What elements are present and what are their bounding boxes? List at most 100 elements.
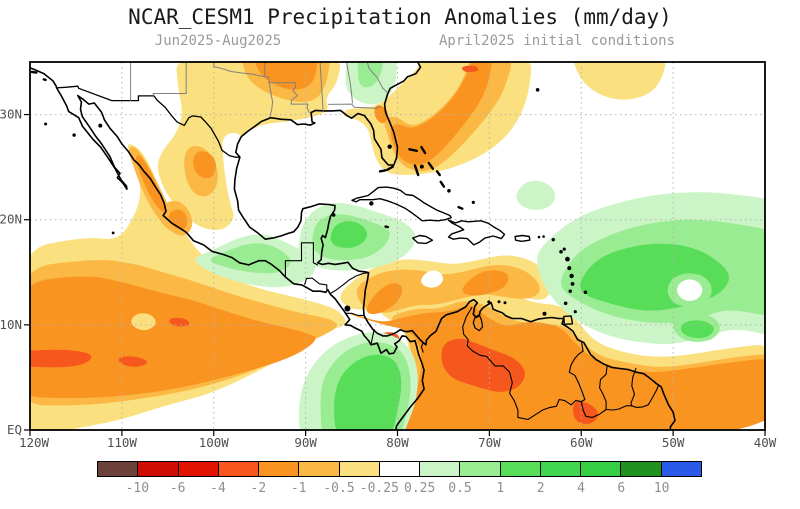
island-dot (569, 273, 574, 279)
dry-atlantic-dash (462, 65, 479, 73)
colorbar-tick-label: 10 (653, 481, 670, 496)
country-border (370, 329, 375, 346)
state-border (213, 62, 269, 78)
island-dot (562, 247, 566, 251)
dry-arkansas-core (255, 62, 318, 90)
island-dot (573, 310, 577, 314)
state-border (319, 62, 324, 112)
island-dot (559, 249, 563, 254)
country-border (345, 312, 365, 316)
colorbar-segment (218, 462, 260, 476)
neutral-gulf-of-mexico (241, 123, 366, 227)
colorbar-tick-label: -0.25 (359, 481, 399, 496)
wet-georgia-mid (357, 62, 383, 88)
dry-band-yellow-hole (131, 313, 156, 331)
island-dot (447, 188, 451, 193)
island-dot (72, 133, 76, 137)
plot-subtitle-valid-period: Jun2025-Aug2025 (154, 33, 282, 49)
wet-atl-white-hole (677, 279, 703, 301)
colorbar-segment (98, 462, 139, 476)
us-mexico-border (55, 85, 241, 158)
colorbar-segment (500, 462, 541, 476)
y-axis-tick-label: 20N (0, 212, 22, 227)
island-dot (535, 88, 540, 92)
island-dot (344, 305, 351, 312)
state-border (267, 76, 274, 118)
small-island (439, 180, 446, 188)
country-border (630, 367, 637, 407)
anomaly-map: 120W 110W 100W 90W 80W 70W 60W 50W 40W 30N 20N 10N E… (0, 61, 777, 450)
coastline-atlantic (233, 62, 676, 430)
island-dot (565, 256, 570, 262)
dry-central-caribbean-core (462, 270, 509, 296)
island-dot (387, 144, 392, 149)
coastline-pacific (30, 67, 425, 430)
plot-title: NCAR_CESM1 Precipitation Anomalies (mm/d… (128, 5, 672, 29)
country-border (580, 384, 659, 418)
small-island (420, 145, 427, 155)
country-border (311, 277, 328, 290)
island-dot (369, 201, 374, 206)
country-border (599, 365, 608, 411)
island-dot (551, 237, 555, 242)
colorbar-tick-label: 4 (577, 481, 585, 496)
island-dot (537, 235, 541, 239)
country-border (462, 306, 519, 418)
plot-subtitle-init-conditions: April2025 initial conditions (438, 33, 676, 49)
small-island (386, 165, 395, 171)
wet-east-pacific-core (334, 354, 402, 430)
island-dot (567, 266, 572, 271)
colorbar-segment (178, 462, 219, 476)
country-border (329, 272, 370, 295)
y-axis-tick-label: 30N (0, 107, 22, 122)
y-axis-tick-label: 10N (0, 317, 22, 332)
small-island (30, 70, 38, 74)
colorbar-segment (621, 462, 662, 476)
lake-maracaibo (472, 314, 484, 332)
island-dot (111, 231, 115, 235)
map-field (30, 62, 765, 430)
country-border (568, 342, 586, 403)
colorbar-segment (420, 462, 461, 476)
colorbar (97, 461, 702, 477)
island-dot (419, 164, 424, 169)
island-dot (471, 200, 475, 204)
small-island (408, 148, 418, 153)
island-dot (563, 301, 568, 306)
colorbar-tick-label: -4 (210, 481, 226, 496)
country-border (420, 342, 424, 353)
small-island (42, 78, 47, 82)
x-axis-tick-label: 40W (754, 435, 777, 450)
colorbar-tick-label: -0.5 (323, 481, 355, 496)
colorbar-tick-label: 0.25 (404, 481, 436, 496)
colorbar-segment (460, 462, 501, 476)
colorbar-tick-label: 1 (496, 481, 505, 496)
country-border (517, 398, 582, 421)
country-border (284, 242, 319, 278)
x-axis-tick-label: 60W (570, 435, 593, 450)
dry-venezuela-core (441, 338, 525, 392)
x-axis-tick-label: 110W (107, 435, 138, 450)
dry-subtropical-atl-blob (574, 62, 666, 100)
island-dot (542, 235, 545, 238)
island-dot (568, 289, 572, 293)
state-border (345, 62, 353, 104)
neutral-caribbean-pocket (421, 270, 444, 288)
island-dot (503, 301, 507, 305)
small-island (457, 205, 464, 210)
small-island (384, 225, 390, 229)
island-cuba (351, 186, 452, 222)
island-dot (487, 300, 491, 304)
state-border (366, 62, 388, 93)
island-dot (98, 123, 103, 128)
dry-streak-west (30, 349, 92, 368)
small-island (435, 170, 441, 177)
dry-streak-mid (118, 356, 148, 367)
island-dot (570, 281, 575, 286)
dry-monterrey-core (193, 151, 216, 179)
colorbar-tick-label: -6 (169, 481, 186, 496)
x-axis-tick-label: 70W (478, 435, 501, 450)
dry-colombia-basin-core (366, 283, 403, 315)
colorbar-tick-label: -1 (290, 481, 307, 496)
island-dot (497, 300, 501, 304)
